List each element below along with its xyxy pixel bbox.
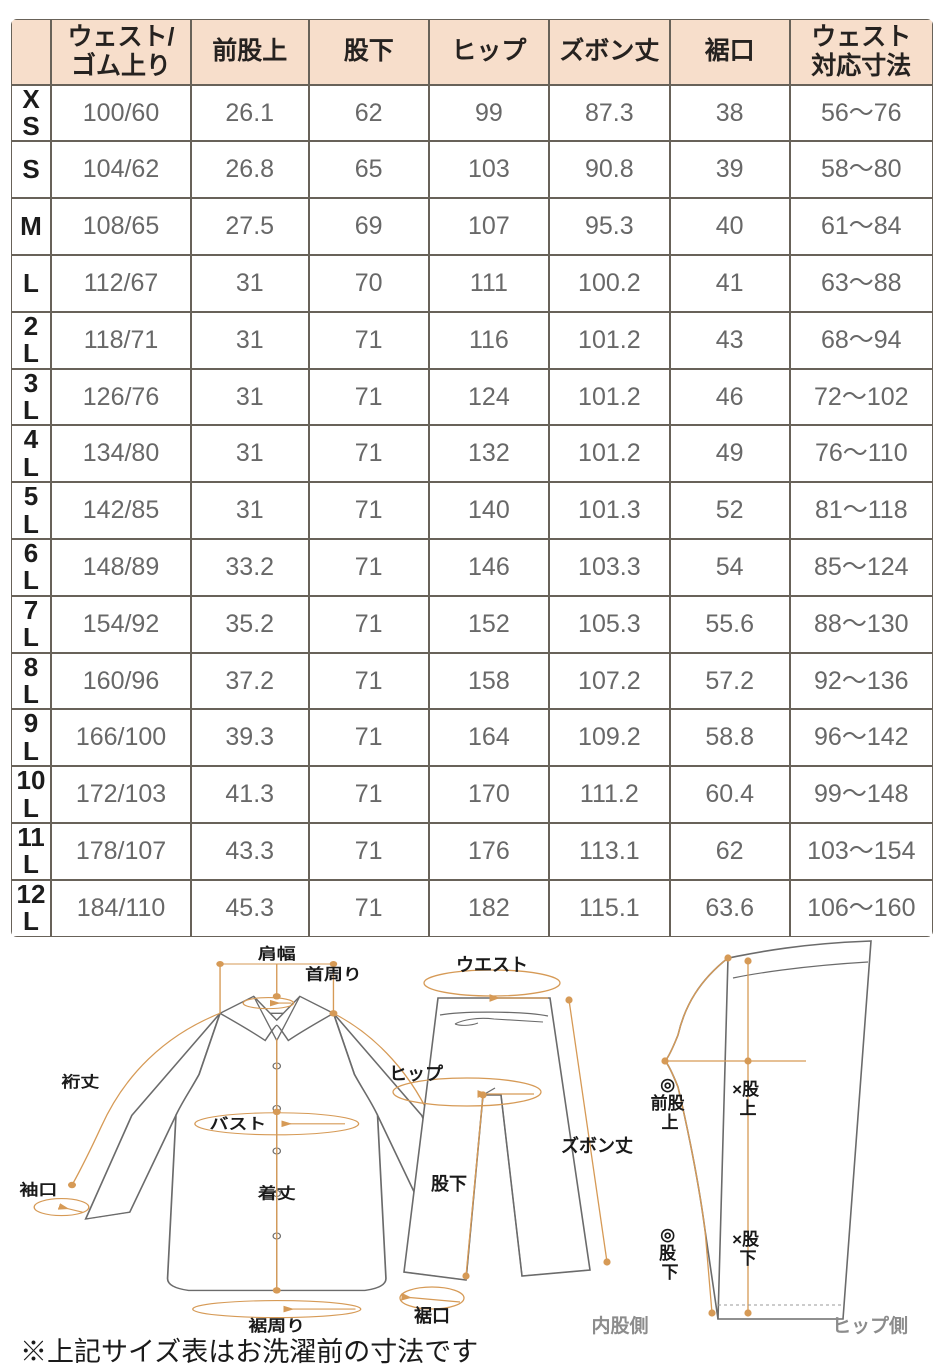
svg-text:内股側: 内股側: [591, 1314, 648, 1337]
svg-text:ヒップ側: ヒップ側: [832, 1314, 908, 1337]
svg-text:ウエスト: ウエスト: [456, 955, 528, 975]
svg-text:裄丈: 裄丈: [60, 1073, 99, 1091]
svg-text:ズボン丈: ズボン丈: [561, 1135, 633, 1156]
svg-text:肩幅: 肩幅: [258, 945, 296, 963]
svg-text:着丈: 着丈: [257, 1184, 296, 1202]
svg-text:ヒップ: ヒップ: [389, 1063, 444, 1084]
svg-text:首周り: 首周り: [305, 965, 362, 983]
svg-text:バスト: バスト: [210, 1115, 267, 1133]
svg-text:股下: 股下: [430, 1174, 467, 1194]
svg-text:袖口: 袖口: [19, 1181, 57, 1199]
svg-text:◎ 前股 上: ◎ 前股 上: [651, 1075, 690, 1132]
svg-text:裾口: 裾口: [414, 1305, 450, 1326]
svg-text:◎ 股 下: ◎ 股 下: [659, 1225, 681, 1282]
